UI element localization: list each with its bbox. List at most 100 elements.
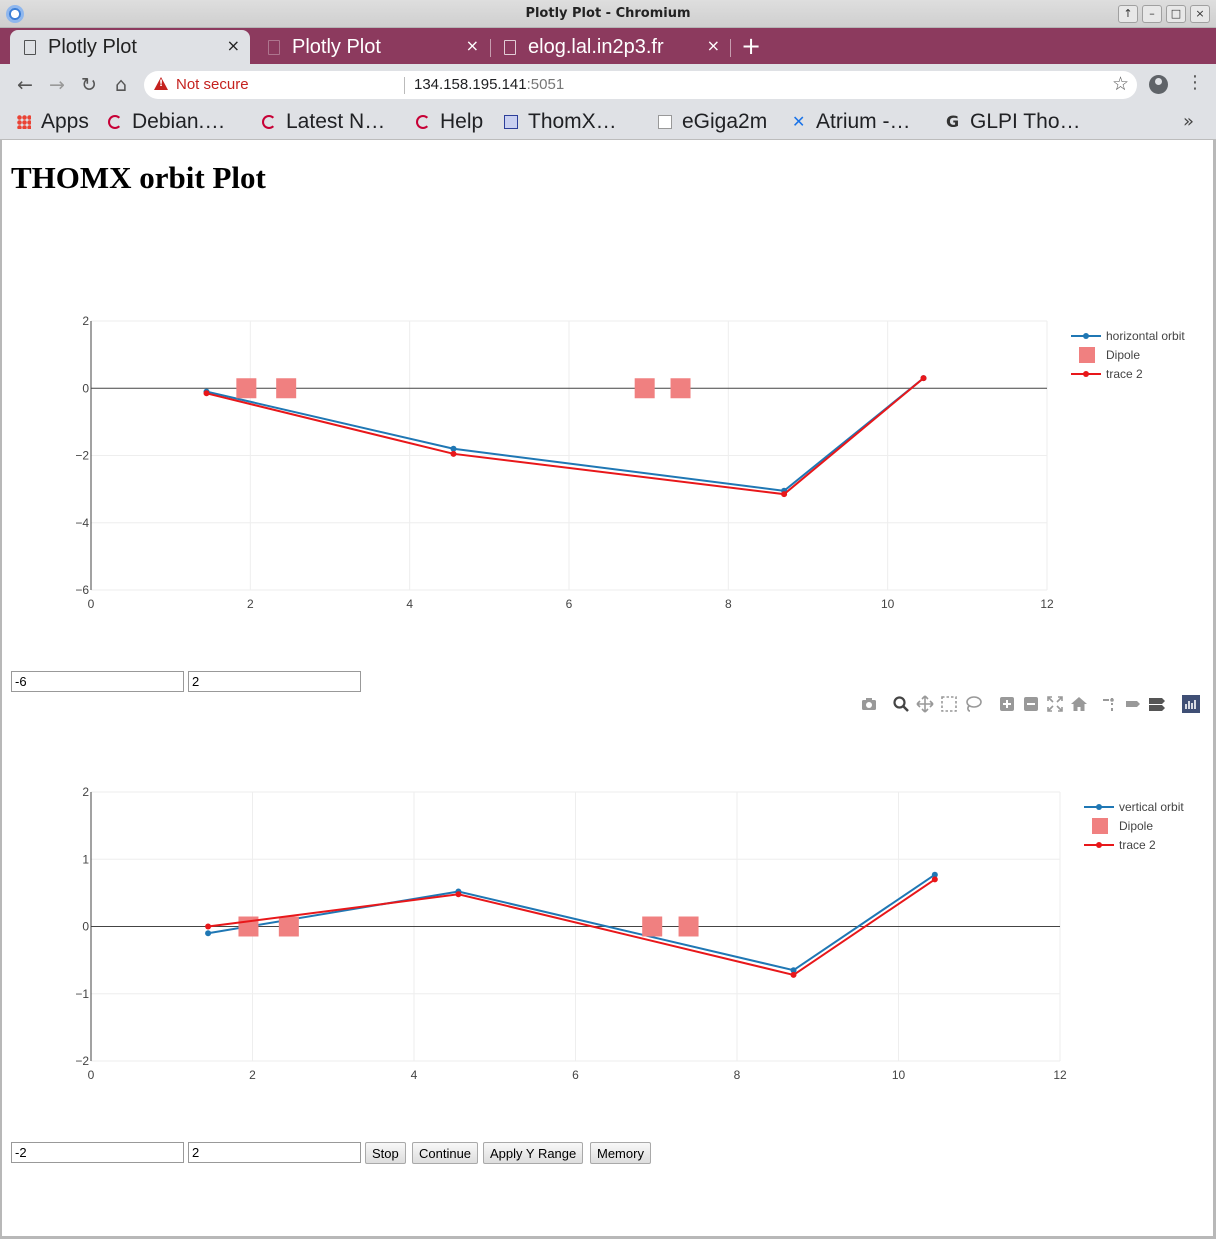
plotly-logo-icon[interactable] (1182, 695, 1200, 713)
tab-close-icon[interactable]: × (706, 36, 720, 55)
apply-y-range-button[interactable]: Apply Y Range (483, 1142, 584, 1164)
home-icon[interactable]: ⌂ (114, 74, 128, 96)
dipole-marker[interactable] (236, 378, 257, 399)
zoom-in-icon[interactable] (998, 695, 1016, 713)
tab-strip: Plotly Plot × Plotly Plot × elog.lal.in2… (0, 28, 1216, 64)
horizontal-orbit-plot[interactable]: 0 2 4 6 8 10 12 2 0 −2 −4 −6 horizontal orbit Dipole t… (0, 300, 1210, 620)
legend-label[interactable]: horizontal orbit (1106, 329, 1185, 343)
bookmark-debian[interactable]: Debian.… (108, 110, 225, 134)
tab-plotly-plot-2[interactable]: Plotly Plot × (254, 30, 489, 64)
hover-closest-icon[interactable] (1124, 695, 1142, 713)
vertical-orbit-plot[interactable]: 0 2 4 6 8 10 12 2 1 0 −1 −2 vertical orbit Dipole trac… (0, 770, 1210, 1090)
menu-dots-icon[interactable]: ⋮ (1186, 72, 1204, 93)
tab-elog[interactable]: elog.lal.in2p3.fr × (490, 30, 730, 64)
legend-label[interactable]: trace 2 (1106, 367, 1143, 381)
memory-button[interactable]: Memory (590, 1142, 651, 1164)
new-tab-button[interactable]: + (741, 32, 762, 60)
zoom-out-icon[interactable] (1022, 695, 1040, 713)
bookmark-atrium[interactable]: ✕ Atrium -… (792, 110, 911, 134)
v-series-2-line[interactable] (207, 878, 936, 976)
h-series-2-point[interactable] (920, 375, 927, 382)
tab-close-icon[interactable]: × (465, 36, 479, 55)
v-ymax-input[interactable] (188, 1142, 361, 1163)
reset-axes-icon[interactable] (1070, 695, 1088, 713)
legend-label[interactable]: Dipole (1119, 819, 1153, 833)
legend-label[interactable]: trace 2 (1119, 838, 1156, 852)
window-border-right (1213, 140, 1216, 1239)
bookmark-star-icon[interactable]: ☆ (1111, 73, 1129, 95)
more-bookmarks-icon[interactable]: » (1183, 111, 1195, 132)
autoscale-icon[interactable] (1046, 695, 1064, 713)
lasso-icon[interactable] (964, 695, 982, 713)
omnibox-divider (404, 77, 405, 94)
keep-above-button[interactable]: ↑ (1118, 5, 1138, 23)
bookmark-label: Latest N… (286, 110, 386, 133)
h-series-2-line[interactable] (206, 377, 925, 496)
url-text[interactable]: 134.158.195.141:5051 (414, 76, 564, 93)
h-ymax-input[interactable] (188, 671, 361, 692)
back-arrow-icon[interactable]: ← (17, 74, 33, 96)
legend-dipole-symbol (1092, 818, 1108, 834)
h-series-2-point[interactable] (203, 390, 210, 397)
v-series-0-point[interactable] (790, 967, 797, 974)
tab-close-icon[interactable]: × (226, 36, 240, 55)
bookmark-label: eGiga2m (682, 110, 768, 133)
bookmark-label: Debian.… (132, 110, 226, 133)
maximize-button[interactable]: □ (1166, 5, 1186, 23)
zoom-icon[interactable] (892, 695, 910, 713)
h-ymin-input[interactable] (11, 671, 184, 692)
horizontal-orbit-svg[interactable]: 0 2 4 6 8 10 12 2 0 −2 −4 −6 horizontal orbit Dipole t… (0, 300, 1210, 620)
hover-compare-icon[interactable] (1148, 695, 1166, 713)
dipole-marker[interactable] (678, 916, 699, 937)
v-series-0-point[interactable] (931, 871, 938, 878)
bookmark-egiga2m[interactable]: eGiga2m (658, 110, 767, 134)
x-tick-label: 10 (892, 1068, 906, 1082)
v-series-0-line[interactable] (207, 873, 936, 972)
camera-icon[interactable] (860, 695, 878, 713)
page-icon (24, 39, 36, 55)
legend-point-symbol (1096, 804, 1102, 810)
h-series-0-line[interactable] (206, 377, 925, 492)
box-select-icon[interactable] (940, 695, 958, 713)
v-ymin-input[interactable] (11, 1142, 184, 1163)
security-label[interactable]: Not secure (176, 76, 249, 93)
v-series-0-point[interactable] (205, 930, 212, 937)
address-bar[interactable]: Not secure 134.158.195.141:5051 ☆ (144, 71, 1137, 99)
continue-button[interactable]: Continue (412, 1142, 479, 1164)
dipole-marker[interactable] (278, 916, 299, 937)
h-series-0-point[interactable] (450, 445, 457, 452)
profile-icon[interactable] (1149, 75, 1168, 94)
x-tick-label: 8 (734, 1068, 741, 1082)
legend-label[interactable]: vertical orbit (1119, 800, 1184, 814)
legend-label[interactable]: Dipole (1106, 348, 1140, 362)
v-series-2-point[interactable] (931, 876, 938, 883)
spike-lines-icon[interactable] (1100, 695, 1118, 713)
h-series-2-point[interactable] (781, 491, 788, 498)
bookmark-apps[interactable]: Apps (17, 110, 89, 134)
bookmark-thomx[interactable]: ThomX… (504, 110, 617, 134)
minimize-button[interactable]: – (1142, 5, 1162, 23)
bookmark-glpi[interactable]: G GLPI Tho… (946, 110, 1081, 134)
dipole-marker[interactable] (642, 916, 663, 937)
x-tick-label: 10 (881, 597, 895, 611)
pan-icon[interactable] (916, 695, 934, 713)
bookmark-label: GLPI Tho… (970, 110, 1081, 133)
tab-plotly-plot-1[interactable]: Plotly Plot × (10, 30, 250, 64)
apps-grid-icon (17, 115, 31, 129)
bookmark-label: ThomX… (528, 110, 617, 133)
bookmarks-bar: Apps Debian.… Latest N… Help ThomX… eGig… (0, 106, 1216, 140)
forward-arrow-icon[interactable]: → (49, 74, 65, 96)
v-series-2-point[interactable] (205, 923, 212, 930)
v-series-2-point[interactable] (455, 891, 462, 898)
dipole-marker[interactable] (276, 378, 297, 399)
stop-button[interactable]: Stop (365, 1142, 406, 1164)
dipole-marker[interactable] (634, 378, 655, 399)
h-series-2-point[interactable] (450, 450, 457, 457)
bookmark-help[interactable]: Help (416, 110, 483, 134)
v-series-2-point[interactable] (790, 971, 797, 978)
close-window-button[interactable]: × (1190, 5, 1210, 23)
reload-icon[interactable]: ↻ (81, 74, 97, 96)
bookmark-latest-news[interactable]: Latest N… (262, 110, 385, 134)
dipole-marker[interactable] (670, 378, 691, 399)
